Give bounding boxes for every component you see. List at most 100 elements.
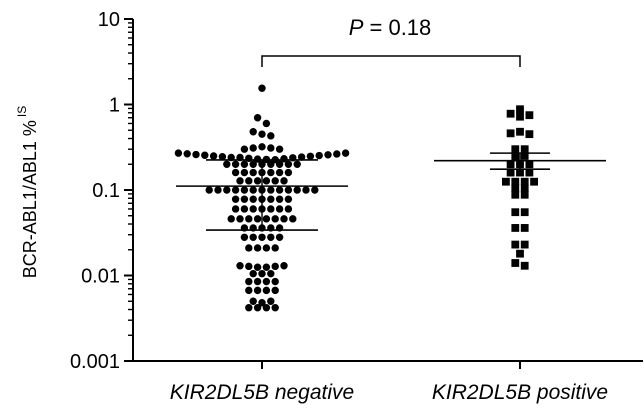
point-negative-8 [258,143,266,151]
point-negative-49 [253,177,262,185]
point-negative-102 [236,262,244,270]
point-negative-44 [267,168,275,177]
point-negative-118 [271,286,279,295]
point-negative-58 [249,186,257,194]
point-positive-23 [511,190,520,199]
point-negative-110 [267,269,275,278]
point-negative-48 [245,177,253,185]
point-negative-55 [223,186,231,194]
point-negative-73 [231,205,240,213]
point-positive-28 [520,224,529,232]
point-negative-75 [249,205,257,213]
point-negative-70 [267,195,275,203]
svg-text:BCR-ABL1/ABL1 %IS: BCR-ABL1/ABL1 % IS [15,106,40,278]
point-negative-98 [245,244,253,252]
point-positive-9 [511,153,520,162]
point-positive-26 [520,208,529,217]
point-negative-46 [284,168,293,177]
point-negative-105 [262,263,271,271]
point-negative-86 [280,215,288,223]
y-tick-label-3: 0.01 [81,266,120,288]
point-negative-36 [267,160,275,168]
p-value-annotation: P = 0.18 [349,15,432,40]
point-negative-60 [267,186,275,194]
point-negative-53 [205,186,213,194]
point-negative-41 [240,168,249,177]
point-negative-57 [240,186,249,194]
point-negative-94 [249,233,257,241]
point-negative-116 [253,286,262,295]
y-axis-title: BCR-ABL1/ABL1 % IS [15,106,40,278]
point-positive-24 [520,190,529,199]
point-negative-104 [253,263,262,271]
y-axis-title-main: BCR-ABL1/ABL1 % [20,120,40,278]
point-positive-5 [516,127,524,136]
point-negative-56 [231,186,240,194]
point-negative-93 [240,233,249,241]
point-negative-71 [275,195,284,203]
point-negative-26 [306,152,315,160]
point-negative-78 [275,205,284,213]
x-category-label-0: KIR2DL5B negative [170,381,354,404]
point-positive-20 [530,177,538,186]
point-negative-81 [236,215,244,223]
point-positive-10 [520,152,529,160]
data-points-group [174,84,538,312]
point-negative-74 [240,205,249,213]
point-negative-85 [271,215,279,223]
point-positive-17 [502,177,510,186]
point-positive-8 [520,145,529,154]
point-negative-121 [267,297,275,305]
y-tick-label-0: 10 [98,9,120,31]
point-negative-101 [271,244,279,252]
point-positive-31 [516,249,524,258]
point-negative-50 [262,177,271,185]
point-negative-123 [253,304,262,312]
point-positive-7 [511,145,520,154]
point-negative-95 [258,233,266,241]
point-negative-113 [262,277,271,286]
point-negative-28 [324,151,332,159]
point-positive-15 [516,168,524,177]
point-positive-18 [511,177,520,186]
point-negative-27 [315,151,323,160]
point-negative-11 [174,149,183,157]
point-negative-25 [297,153,306,161]
point-negative-52 [280,177,288,185]
y-tick-label-1: 1 [109,95,120,117]
y-tick-label-4: 0.001 [70,351,120,373]
point-negative-106 [271,262,279,271]
point-negative-82 [245,215,253,223]
point-negative-15 [209,152,218,160]
point-negative-7 [249,144,257,152]
point-negative-13 [192,150,200,159]
point-negative-38 [284,160,293,168]
point-positive-21 [511,184,520,193]
y-ticks-group: 10 1 0.1 0.01 0.001 [70,9,133,373]
point-negative-9 [267,144,275,152]
summary-lines-group [176,152,606,231]
point-negative-122 [245,304,253,312]
point-positive-32 [511,259,520,267]
point-negative-68 [249,195,257,203]
point-negative-4 [258,130,266,138]
point-negative-120 [258,299,266,307]
point-negative-37 [275,160,284,168]
point-negative-99 [253,244,262,252]
point-negative-19 [245,154,253,162]
bracket-path [261,55,521,67]
p-value-symbol: P [349,15,364,40]
point-negative-63 [293,186,301,194]
point-positive-30 [520,240,529,249]
x-category-label-1: KIR2DL5B positive [432,381,608,404]
point-negative-5 [267,132,275,140]
point-positive-3 [525,111,534,120]
point-negative-33 [240,160,249,168]
point-positive-14 [506,168,515,177]
point-negative-80 [227,215,235,223]
point-negative-0 [258,84,266,92]
point-positive-16 [525,168,534,177]
point-negative-125 [271,304,279,312]
point-negative-77 [267,205,275,213]
point-negative-72 [284,195,293,203]
